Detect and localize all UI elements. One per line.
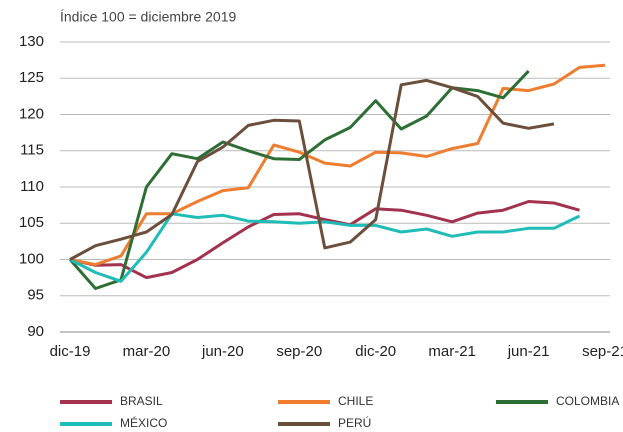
legend-label: MÉXICO (120, 415, 167, 430)
y-tick-label: 95 (27, 287, 44, 304)
x-tick-label: jun-20 (201, 343, 244, 360)
y-tick-label: 110 (20, 178, 44, 195)
y-tick-label: 130 (19, 33, 44, 50)
chart-subtitle: Índice 100 = diciembre 2019 (60, 9, 236, 25)
x-tick-label: dic-20 (355, 343, 396, 360)
legend-label: BRASIL (120, 394, 163, 408)
x-tick-label: mar-20 (123, 343, 171, 360)
x-tick-label: sep-20 (276, 343, 322, 360)
series-line (69, 200, 580, 280)
legend-label: PERÚ (338, 415, 371, 430)
series-line (68, 69, 530, 290)
y-tick-label: 100 (19, 250, 44, 267)
legend-label: CHILE (338, 394, 373, 408)
series-line (69, 78, 555, 261)
y-tick-label: 125 (19, 69, 44, 86)
y-tick-label: 115 (20, 142, 44, 159)
y-tick-label: 90 (27, 323, 44, 340)
x-tick-label: mar-21 (428, 343, 476, 360)
series-line (69, 63, 606, 267)
y-tick-label: 120 (19, 105, 44, 122)
legend-label: COLOMBIA (556, 394, 619, 408)
x-tick-label: jun-21 (507, 343, 550, 360)
x-tick-label: dic-19 (50, 343, 91, 360)
y-tick-label: 105 (19, 214, 44, 231)
series-line (69, 212, 581, 283)
x-tick-label: sep-21 (582, 343, 623, 360)
